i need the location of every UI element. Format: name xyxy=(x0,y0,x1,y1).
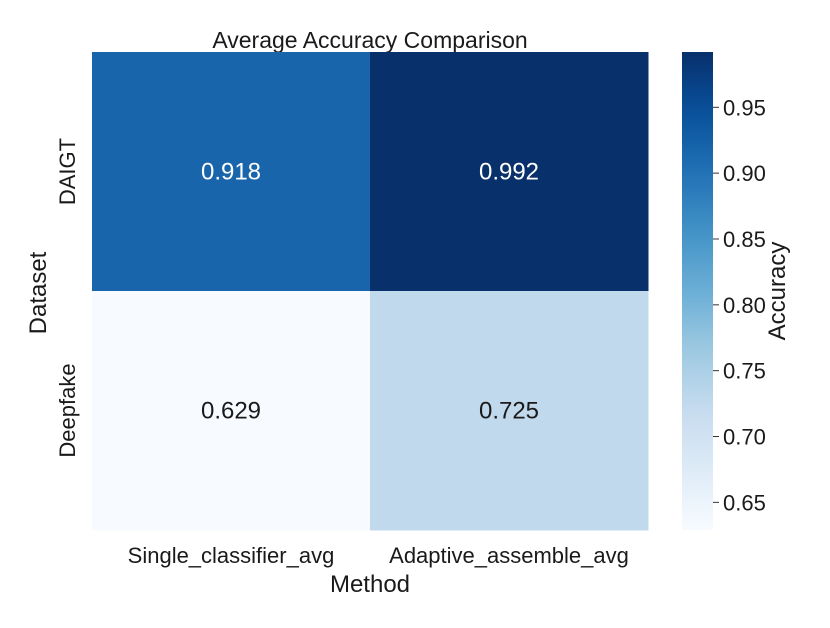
colorbar-tick-label-5: 0.90 xyxy=(723,161,766,186)
heatmap-cell-1-1 xyxy=(370,291,649,531)
colorbar-tick-label-0: 0.65 xyxy=(723,490,766,515)
x-tick-label-0: Single_classifier_avg xyxy=(128,543,335,568)
chart-title: Average Accuracy Comparison xyxy=(212,27,527,53)
colorbar-tick-label-4: 0.85 xyxy=(723,227,766,252)
cell-value-label-1-1: 0.725 xyxy=(479,398,539,425)
heatmap-cell-1-0 xyxy=(92,291,371,531)
y-tick-label-0: DAIGT xyxy=(55,138,80,205)
heatmap-cell-0-0 xyxy=(92,52,371,292)
x-tick-label-1: Adaptive_assemble_avg xyxy=(389,543,629,568)
x-axis-tick-labels: Single_classifier_avg Adaptive_assemble_a… xyxy=(128,543,629,568)
cell-value-label-0-1: 0.992 xyxy=(479,159,539,186)
colorbar-tick-labels: 0.65 0.70 0.75 0.80 0.85 0.90 0.95 xyxy=(713,95,766,515)
colorbar-tick-label-2: 0.75 xyxy=(723,359,766,384)
colorbar xyxy=(682,52,713,530)
heatmap-cell-0-1 xyxy=(370,52,649,292)
heatmap-cell-labels: 0.918 0.992 0.629 0.725 xyxy=(201,159,539,425)
cell-value-label-0-0: 0.918 xyxy=(201,159,261,186)
colorbar-label: Accuracy xyxy=(764,242,791,341)
colorbar-tick-label-1: 0.70 xyxy=(723,425,766,450)
y-axis-label: Dataset xyxy=(25,251,52,334)
y-axis-tick-labels: DAIGT Deepfake xyxy=(55,138,80,458)
colorbar-tick-label-6: 0.95 xyxy=(723,95,766,120)
heatmap-cells xyxy=(92,52,649,531)
cell-value-label-1-0: 0.629 xyxy=(201,398,261,425)
x-axis-label: Method xyxy=(330,571,410,598)
y-tick-label-1: Deepfake xyxy=(55,363,80,457)
colorbar-tick-label-3: 0.80 xyxy=(723,293,766,318)
